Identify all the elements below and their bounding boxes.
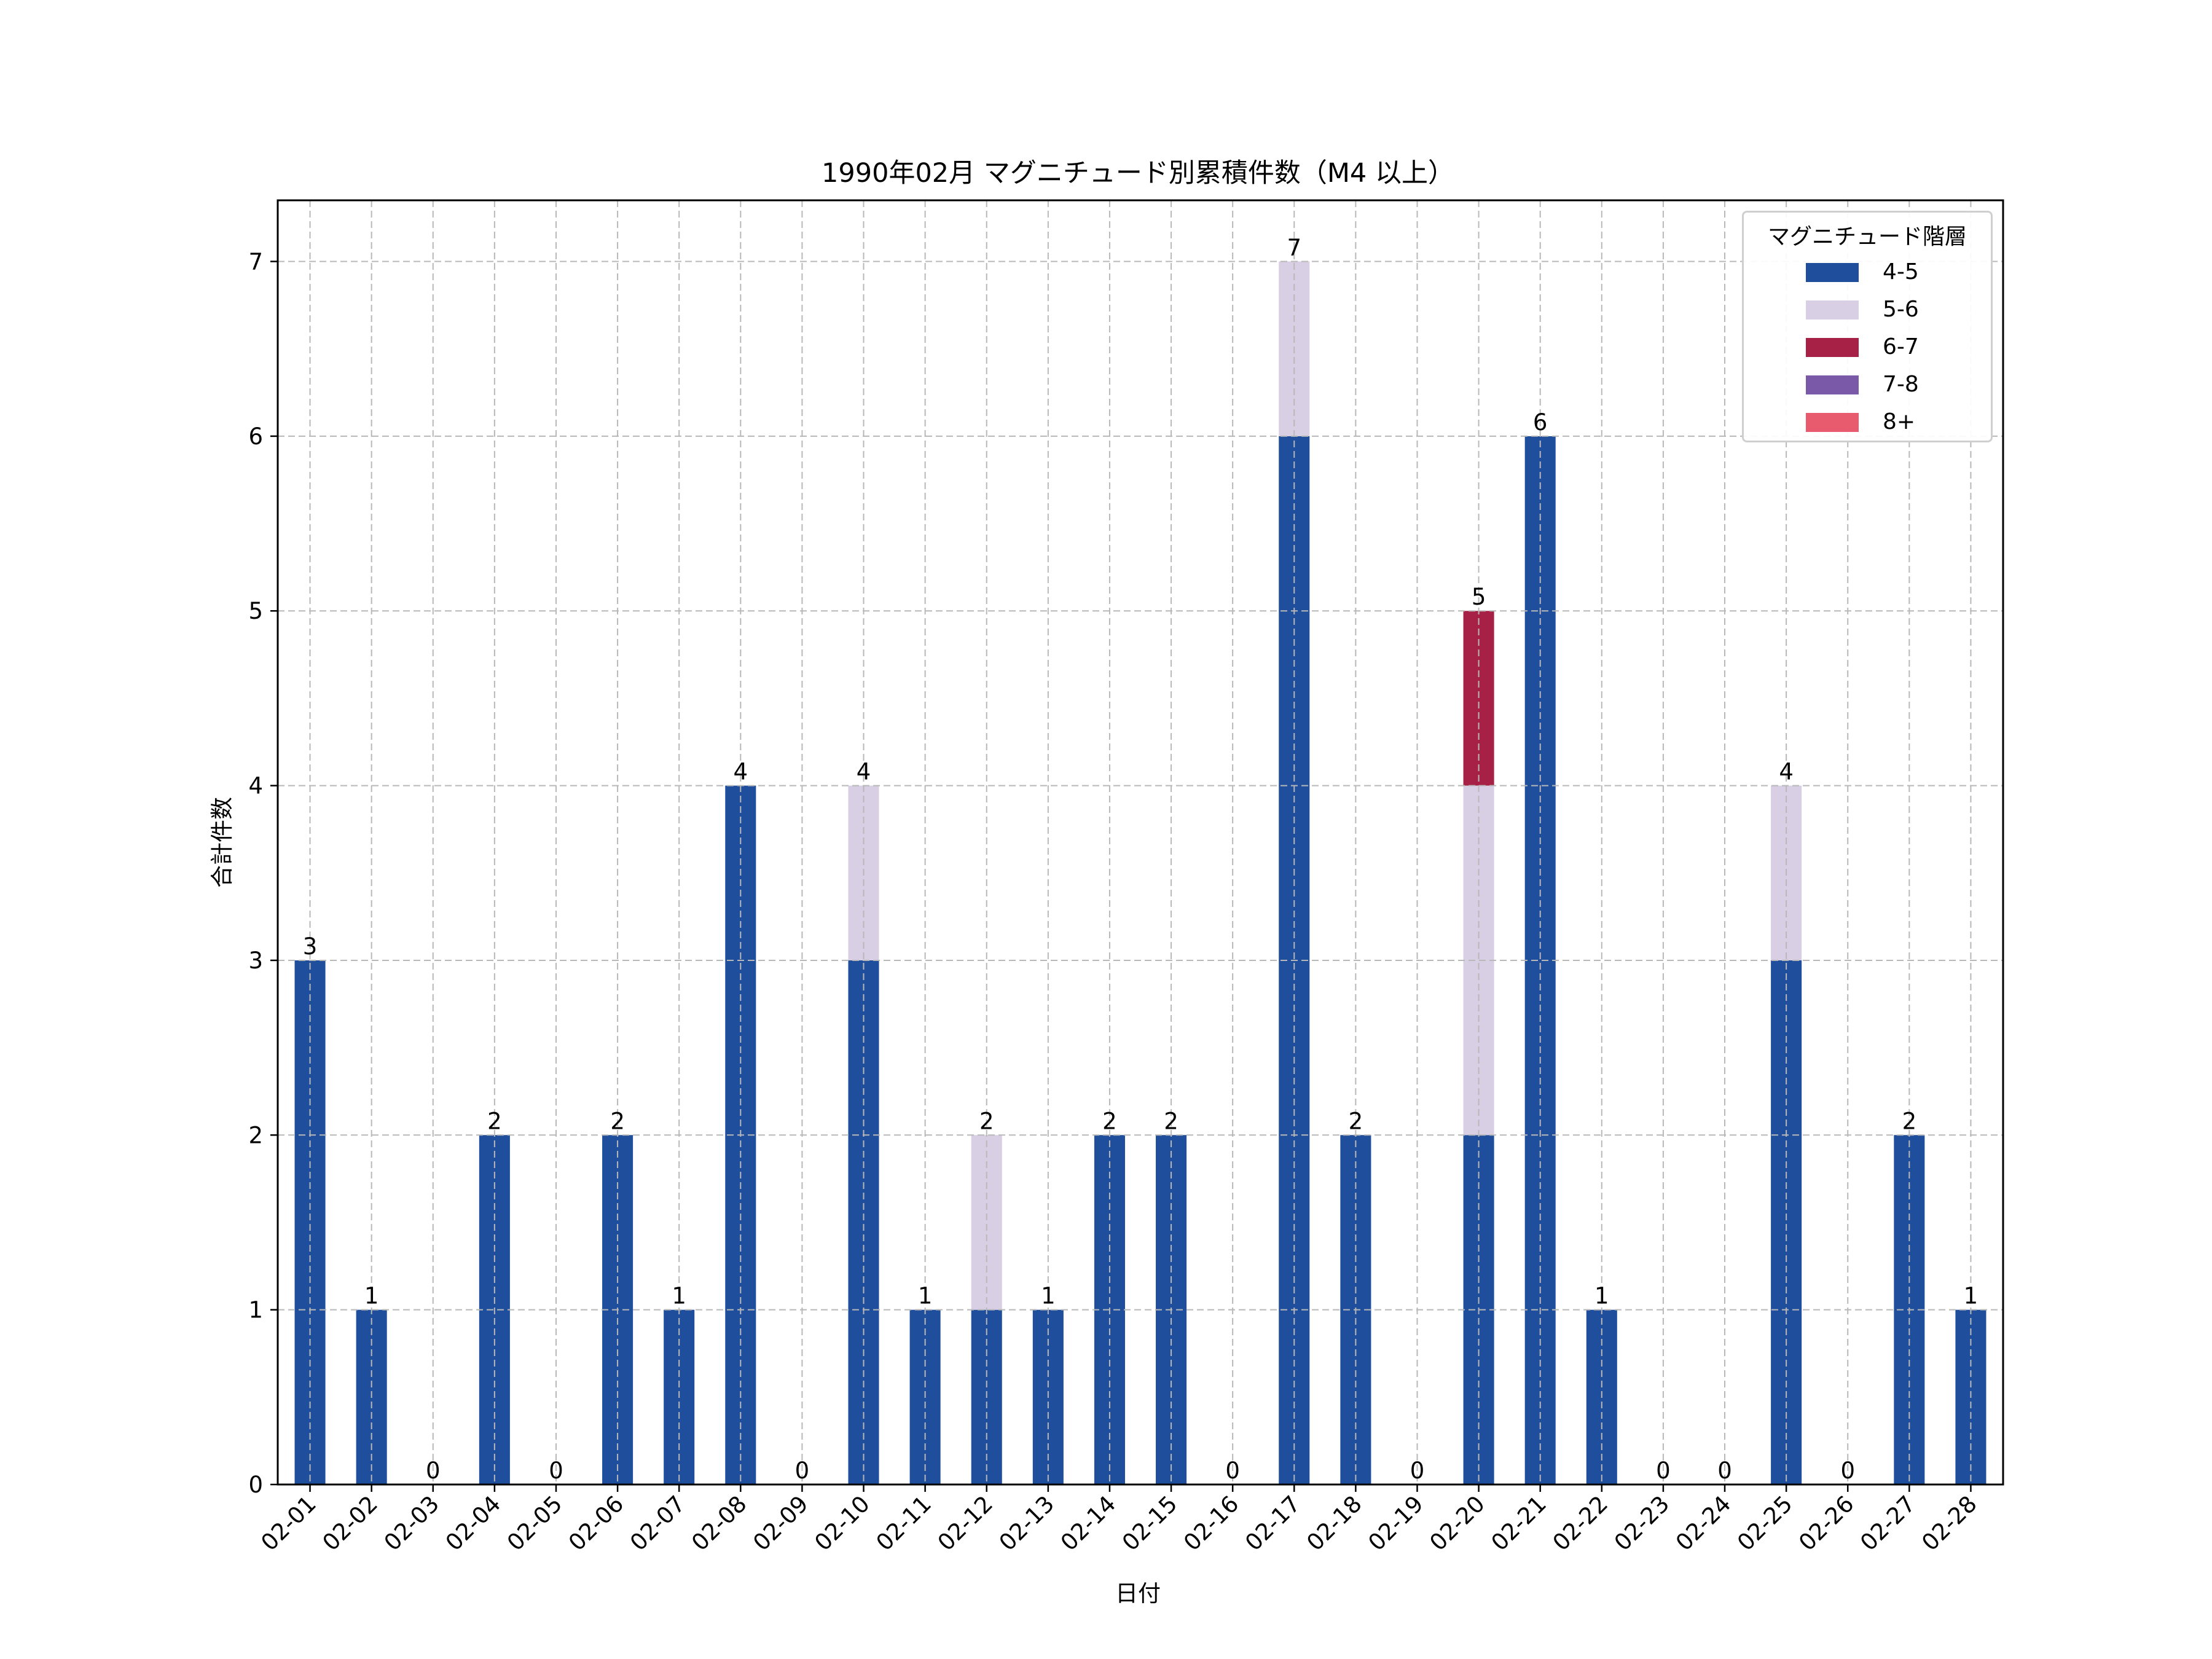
x-tick-label: 02-21 <box>1486 1491 1551 1556</box>
bar-total-label: 3 <box>303 933 318 960</box>
bar-total-label: 7 <box>1287 235 1301 261</box>
y-tick-label: 5 <box>248 598 263 624</box>
bar-total-label: 6 <box>1533 409 1548 436</box>
bar-total-label: 2 <box>487 1108 502 1134</box>
y-axis-ticks: 0 1 2 3 4 5 6 7 <box>248 249 278 1498</box>
legend-label: 8+ <box>1883 409 1916 434</box>
x-axis-label: 日付 <box>1115 1580 1161 1607</box>
bar-total-label: 1 <box>1041 1283 1056 1309</box>
bar-total-label: 0 <box>795 1457 810 1484</box>
x-tick-label: 02-17 <box>1240 1491 1305 1556</box>
legend-item: 8+ <box>1744 406 1991 440</box>
legend-title: マグニチュード階層 <box>1767 224 1967 249</box>
chart-title: 1990年02月 マグニチュード別累積件数（M4 以上） <box>822 158 1454 189</box>
x-tick-label: 02-22 <box>1548 1491 1613 1556</box>
x-tick-label: 02-26 <box>1794 1491 1859 1556</box>
x-tick-label: 02-06 <box>563 1491 629 1556</box>
y-tick-label: 7 <box>248 249 263 275</box>
bar-total-label: 1 <box>364 1283 379 1309</box>
legend-item: 5-6 <box>1744 293 1991 327</box>
bar-total-label: 2 <box>610 1108 625 1134</box>
legend-label: 6-7 <box>1883 334 1919 359</box>
bar-total-label: 5 <box>1472 584 1486 610</box>
bar-total-label: 0 <box>1840 1457 1855 1484</box>
y-tick-label: 1 <box>248 1297 263 1324</box>
y-tick-label: 2 <box>248 1122 263 1148</box>
bar-total-label: 1 <box>1964 1283 1979 1309</box>
bar-total-label: 0 <box>549 1457 563 1484</box>
x-tick-label: 02-11 <box>871 1491 936 1556</box>
x-tick-label: 02-05 <box>502 1491 567 1556</box>
x-tick-label: 02-18 <box>1301 1491 1367 1556</box>
y-axis-label: 合計件数 <box>209 797 235 888</box>
y-tick-label: 4 <box>248 773 263 799</box>
legend: マグニチュード階層 4-5 5-6 6-7 7-8 8+ <box>1742 211 1993 442</box>
x-tick-label: 02-01 <box>256 1491 321 1556</box>
legend-item: 4-5 <box>1744 256 1991 290</box>
x-tick-label: 02-14 <box>1056 1491 1121 1556</box>
x-tick-label: 02-24 <box>1671 1491 1736 1556</box>
bar-total-label: 1 <box>918 1283 933 1309</box>
bar-total-label: 0 <box>1225 1457 1240 1484</box>
x-tick-label: 02-07 <box>625 1491 690 1556</box>
legend-label: 4-5 <box>1883 259 1919 284</box>
x-axis-ticks: 02-0102-0202-0302-0402-0502-0602-0702-08… <box>256 1484 1982 1556</box>
legend-item: 6-7 <box>1744 331 1991 365</box>
bar-total-label: 4 <box>1779 759 1794 785</box>
x-tick-label: 02-23 <box>1609 1491 1674 1556</box>
x-tick-label: 02-27 <box>1855 1491 1920 1556</box>
x-tick-label: 02-08 <box>686 1491 751 1556</box>
x-tick-label: 02-03 <box>379 1491 444 1556</box>
legend-swatch <box>1806 413 1859 432</box>
legend-swatch <box>1806 375 1859 394</box>
x-tick-label: 02-12 <box>933 1491 998 1556</box>
bar-total-label: 2 <box>1164 1108 1179 1134</box>
x-tick-label: 02-04 <box>441 1491 506 1556</box>
y-tick-label: 6 <box>248 423 263 450</box>
bar-total-label: 0 <box>1410 1457 1425 1484</box>
x-tick-label: 02-02 <box>318 1491 383 1556</box>
legend-swatch <box>1806 263 1859 282</box>
grid-lines <box>278 200 2003 1485</box>
bar-total-label: 2 <box>1902 1108 1917 1134</box>
x-tick-label: 02-13 <box>994 1491 1059 1556</box>
x-tick-label: 02-16 <box>1179 1491 1244 1556</box>
bar-total-label: 4 <box>734 759 748 785</box>
bar-total-label: 0 <box>1717 1457 1732 1484</box>
bar-total-label: 2 <box>1102 1108 1117 1134</box>
bar-total-label: 1 <box>672 1283 686 1309</box>
x-tick-label: 02-25 <box>1732 1491 1797 1556</box>
x-tick-label: 02-10 <box>809 1491 874 1556</box>
x-tick-label: 02-15 <box>1117 1491 1182 1556</box>
y-tick-label: 0 <box>248 1472 263 1498</box>
bars <box>294 261 1986 1484</box>
x-tick-label: 02-28 <box>1916 1491 1982 1556</box>
bar-total-label: 2 <box>979 1108 994 1134</box>
bar-total-label: 0 <box>1656 1457 1671 1484</box>
bar-total-label: 1 <box>1594 1283 1609 1309</box>
bar-total-label: 4 <box>857 759 871 785</box>
bar-total-label: 0 <box>426 1457 441 1484</box>
legend-swatch <box>1806 338 1859 357</box>
bar-total-labels: 3 1 0 2 0 2 1 4 0 4 1 2 1 2 2 0 7 2 0 5 6 1 0 0 4 0 2 1 <box>303 235 1978 1484</box>
legend-label: 5-6 <box>1883 297 1919 322</box>
bar-total-label: 2 <box>1349 1108 1363 1134</box>
bar-segment <box>971 1135 1002 1310</box>
legend-item: 7-8 <box>1744 368 1991 402</box>
y-tick-label: 3 <box>248 947 263 974</box>
x-tick-label: 02-20 <box>1425 1491 1490 1556</box>
x-tick-label: 02-19 <box>1363 1491 1428 1556</box>
legend-swatch <box>1806 300 1859 320</box>
legend-label: 7-8 <box>1883 372 1919 397</box>
x-tick-label: 02-09 <box>748 1491 813 1556</box>
plot-frame <box>276 199 2004 1486</box>
